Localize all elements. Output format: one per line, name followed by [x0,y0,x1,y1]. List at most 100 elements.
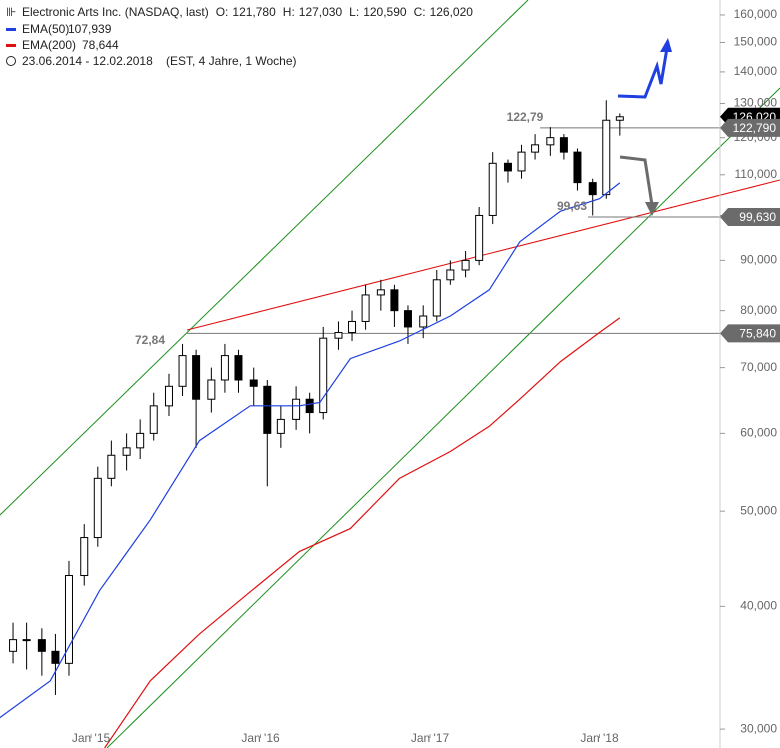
y-tick-label: 110,000 [735,167,778,181]
y-tick-label: 150,000 [734,35,778,49]
level-annotation: 99,63 [557,199,587,213]
y-tick-label: 40,000 [740,599,777,613]
candle-body [249,379,258,387]
candle-body [319,337,328,414]
legend-value: 107,939 [68,22,112,36]
y-tick-label: 80,000 [740,303,777,317]
candle-body [615,116,624,121]
y-tick-label: 30,000 [740,721,777,735]
chart-icon: ⊪ [6,5,16,19]
price-badge-label: 75,840 [739,327,776,341]
candle-body [207,379,216,400]
plot-area [0,100,720,748]
candle-body [419,315,428,328]
legend-entry: EMA(200) [22,38,76,52]
level-annotation: 72,84 [135,333,165,347]
header-text: 127,030 [299,5,343,19]
candle-body [361,294,370,322]
candle-body [178,355,187,387]
header-line: Electronic Arts Inc. (NASDAQ, last) O: 121… [22,5,473,19]
header-text: Electronic Arts Inc. (NASDAQ, last) [22,5,209,19]
trend-channel-lower [106,87,780,748]
candle-body [292,398,301,420]
candle-body [64,575,73,664]
header-text: H: [283,5,295,19]
candle-body [22,639,31,642]
candle-body [136,432,145,449]
candle-body [220,355,229,381]
candle-body [461,259,470,271]
candle-body [390,289,399,312]
legend-entry: EMA(50) [22,22,69,36]
y-tick-label: 140,000 [734,64,778,78]
y-tick-label: 60,000 [740,426,777,440]
candle-body [276,418,285,434]
candle-body [93,477,102,539]
y-tick-label: 70,000 [740,360,777,374]
candle-body [403,310,412,328]
header-text: 126,020 [430,5,474,19]
price-badge-label: 122,790 [733,121,777,135]
candle-body [475,214,484,261]
header-text: 121,780 [232,5,276,19]
candle-body [488,162,497,216]
header-text: L: [349,5,359,19]
candle-body [446,269,455,281]
candle-body [80,537,89,577]
x-tick-label: Jan '17 [411,731,450,745]
x-tick-label: Jan '18 [580,731,619,745]
clock-icon [6,56,16,66]
x-tick-label: Jan '15 [72,731,111,745]
candle-body [263,385,272,434]
header-text: O: [216,5,229,19]
bearish-arrow [619,155,654,206]
candle-body [602,119,611,196]
resistance-line [186,179,780,331]
candle-body [559,137,568,153]
candle-body [122,447,131,456]
candle-body [305,398,314,414]
candle-body [149,405,158,434]
header-text: C: [414,5,426,19]
legend-swatch [6,44,16,47]
price-badge [720,324,780,343]
price-badge [720,208,780,227]
y-tick-label: 160,000 [734,7,778,21]
ema-line [104,317,621,748]
legend-value: 78,644 [82,38,119,52]
x-tick-label: Jan '16 [241,731,280,745]
price-badge-label: 99,630 [739,210,776,224]
candle-body [376,289,385,296]
candle-body [546,137,555,146]
bullish-arrow [617,41,670,99]
y-tick-label: 50,000 [740,503,777,517]
trend-channel-upper [0,0,529,516]
candle-body [107,454,116,479]
candle-body [234,355,243,381]
candle-body [334,332,343,339]
candle-body [531,144,540,153]
legend-swatch [6,28,16,31]
candle-body [348,320,357,334]
candle-body [37,639,46,652]
candle-body [192,355,201,400]
y-tick-label: 90,000 [740,253,777,267]
bearish-arrow-head [645,202,659,216]
candle-body [517,151,526,172]
date-range: 23.06.2014 - 12.02.2018 [22,54,153,68]
candle-body [51,650,60,664]
candle-body [432,279,441,317]
header: ⊪ Electronic Arts Inc. (NASDAQ, last) O: 1… [6,5,473,68]
price-badge [720,118,780,137]
bullish-arrow-head [660,38,672,52]
candle-body [588,182,597,196]
candle-body [573,151,582,184]
y-tick-label: 130,000 [734,96,778,110]
candle-body [503,162,512,172]
level-annotation: 122,79 [507,110,544,124]
period-note: (EST, 4 Jahre, 1 Woche) [166,54,297,68]
candle-body [9,639,18,652]
ema-line [0,182,621,719]
header-text: 120,590 [363,5,407,19]
